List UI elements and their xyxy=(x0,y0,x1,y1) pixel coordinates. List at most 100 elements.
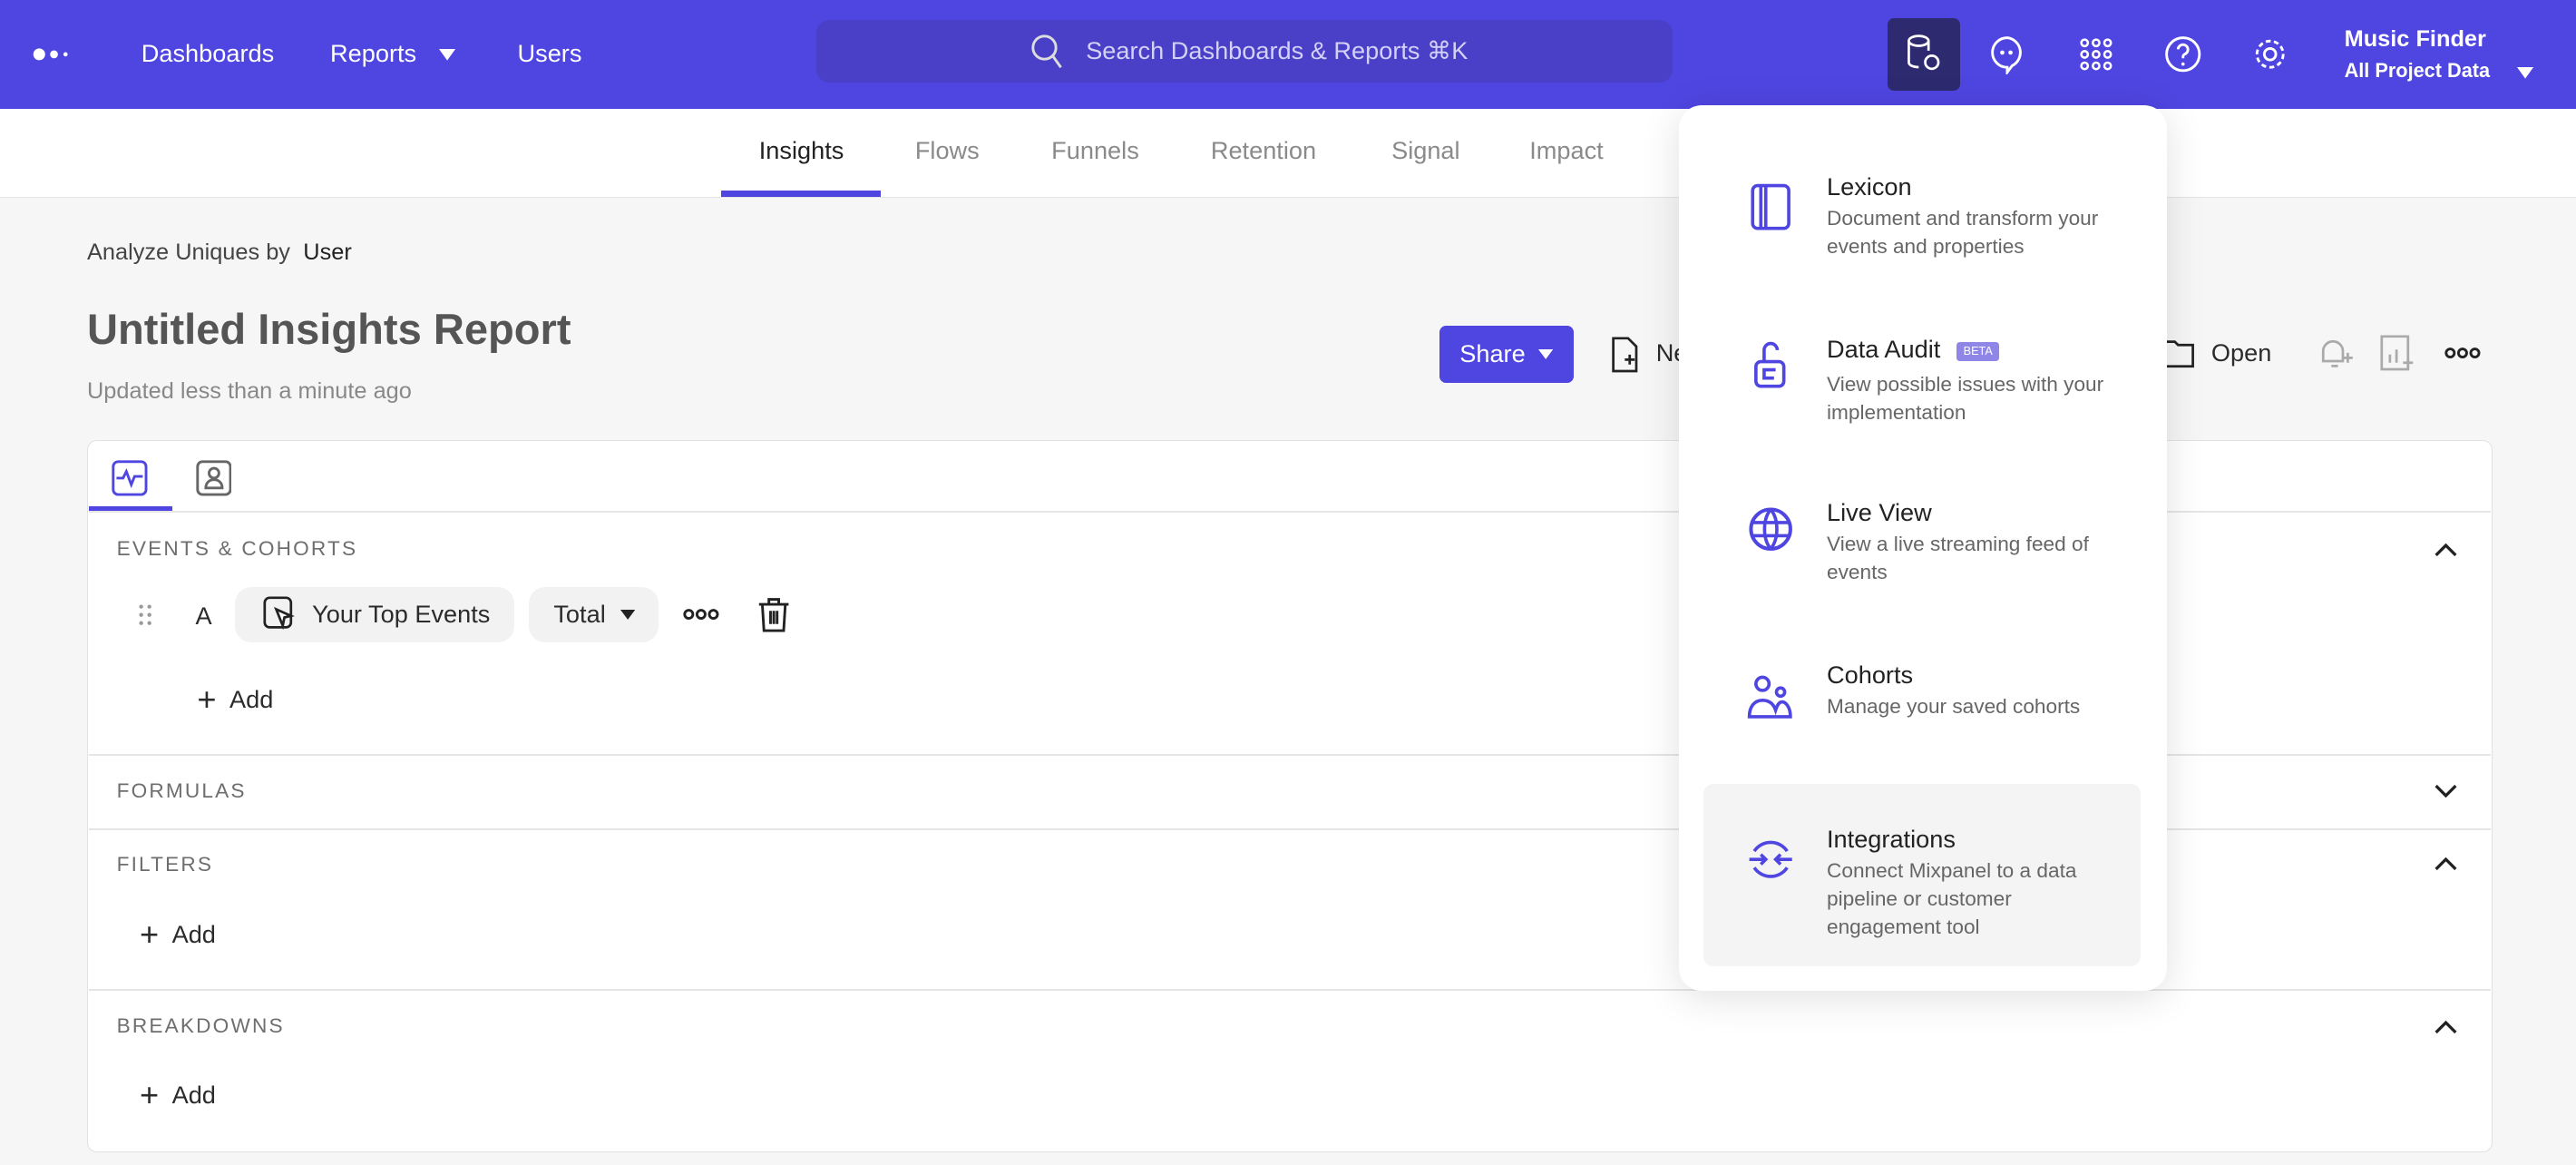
trash-icon[interactable] xyxy=(757,596,790,632)
divider xyxy=(88,989,2491,992)
add-breakdown-button[interactable]: + Add xyxy=(140,1076,216,1114)
menu-item-integrations[interactable]: Integrations Connect Mixpanel to a data … xyxy=(1703,783,2141,966)
add-label: Add xyxy=(171,1081,216,1110)
data-management-menu: Lexicon Document and transform your even… xyxy=(1679,104,2167,992)
alert-add-icon[interactable] xyxy=(2317,335,2353,371)
menu-item-live-view[interactable]: Live View View a live streaming feed of … xyxy=(1703,466,2141,622)
menu-item-title: Lexicon xyxy=(1827,172,1912,201)
nav-users[interactable]: Users xyxy=(517,39,582,68)
chevron-down-icon xyxy=(1538,348,1554,359)
menu-item-cohorts[interactable]: Cohorts Manage your saved cohorts xyxy=(1703,631,2141,778)
chevron-down-icon xyxy=(2516,67,2533,79)
settings-button[interactable] xyxy=(2234,18,2307,91)
analyze-value[interactable]: User xyxy=(303,240,352,266)
menu-item-description: View a live streaming feed of events xyxy=(1827,532,2089,583)
tab-flows[interactable]: Flows xyxy=(914,136,980,165)
add-event-button[interactable]: + Add xyxy=(197,680,273,719)
menu-item-title: Cohorts xyxy=(1827,661,1914,690)
tab-insights[interactable]: Insights xyxy=(758,136,844,165)
tab-retention[interactable]: Retention xyxy=(1210,136,1317,165)
section-filters: FILTERS xyxy=(116,853,214,876)
chevron-down-icon[interactable] xyxy=(2433,778,2459,804)
integrations-icon xyxy=(1749,840,1792,878)
divider xyxy=(88,511,2491,514)
divider xyxy=(88,754,2491,757)
more-options-icon[interactable] xyxy=(683,606,719,622)
open-button[interactable]: Open xyxy=(2210,338,2272,367)
active-panel-tab-indicator xyxy=(88,505,173,512)
report-title[interactable]: Untitled Insights Report xyxy=(86,305,571,354)
search-icon xyxy=(1031,34,1063,69)
chat-button[interactable] xyxy=(1971,18,2044,91)
events-tab-icon[interactable] xyxy=(112,460,148,496)
cursor-click-icon xyxy=(263,596,295,631)
add-to-dashboard-icon[interactable] xyxy=(2380,335,2416,371)
plus-icon: + xyxy=(139,1076,160,1114)
project-selector[interactable]: Music Finder All Project Data xyxy=(2345,26,2491,83)
section-events-cohorts: EVENTS & COHORTS xyxy=(116,537,358,561)
share-button[interactable]: Share xyxy=(1439,325,1575,383)
help-icon xyxy=(2165,36,2201,73)
tab-impact[interactable]: Impact xyxy=(1529,136,1604,165)
section-breakdowns: BREAKDOWNS xyxy=(116,1013,285,1037)
chevron-down-icon xyxy=(438,49,455,61)
event-letter: A xyxy=(195,601,212,630)
plus-icon: + xyxy=(197,680,217,718)
event-selector[interactable]: Your Top Events xyxy=(235,586,514,643)
add-label: Add xyxy=(171,919,216,948)
nav-reports[interactable]: Reports xyxy=(330,39,417,68)
tab-signal[interactable]: Signal xyxy=(1391,136,1460,165)
project-scope: All Project Data xyxy=(2344,59,2491,83)
people-icon xyxy=(1748,675,1792,719)
gear-icon xyxy=(2256,39,2286,69)
chevron-up-icon[interactable] xyxy=(2433,537,2459,563)
help-button[interactable] xyxy=(2147,18,2220,91)
mixpanel-logo-icon[interactable] xyxy=(33,44,75,64)
data-management-button[interactable] xyxy=(1888,17,1960,91)
project-name: Music Finder xyxy=(2344,25,2486,52)
section-formulas: FORMULAS xyxy=(116,778,247,802)
analyze-by: Analyze Uniques by User xyxy=(87,240,352,266)
new-report-icon[interactable] xyxy=(1610,337,1640,373)
divider xyxy=(88,827,2491,830)
more-options-icon[interactable] xyxy=(2444,345,2481,361)
profiles-tab-icon[interactable] xyxy=(195,460,232,496)
active-tab-indicator xyxy=(721,191,881,198)
event-name: Your Top Events xyxy=(312,600,491,629)
apps-button[interactable] xyxy=(2060,18,2132,91)
tab-funnels[interactable]: Funnels xyxy=(1051,136,1139,165)
menu-item-lexicon[interactable]: Lexicon Document and transform your even… xyxy=(1703,138,2141,294)
folder-icon xyxy=(2163,340,2195,368)
updated-status: Updated less than a minute ago xyxy=(86,377,412,404)
chat-icon xyxy=(1991,36,2023,74)
globe-icon xyxy=(1749,507,1793,551)
add-label: Add xyxy=(229,684,274,713)
measure-selector[interactable]: Total xyxy=(529,586,659,643)
menu-item-data-audit[interactable]: Data Audit BETA View possible issues with… xyxy=(1703,302,2141,458)
menu-item-title: Integrations xyxy=(1827,825,1956,854)
share-label: Share xyxy=(1459,339,1526,368)
menu-item-title-row: Data Audit BETA xyxy=(1827,335,2000,364)
beta-badge: BETA xyxy=(1956,341,2000,361)
database-gear-icon xyxy=(1908,34,1940,71)
add-filter-button[interactable]: + Add xyxy=(140,915,216,954)
grid-icon xyxy=(2080,38,2113,71)
book-icon xyxy=(1751,183,1791,230)
drag-handle-icon[interactable] xyxy=(138,603,154,626)
menu-item-title: Live View xyxy=(1827,497,1932,526)
nav-dashboards[interactable]: Dashboards xyxy=(141,39,275,68)
chevron-up-icon[interactable] xyxy=(2433,851,2459,877)
menu-item-title: Data Audit xyxy=(1827,335,1941,364)
plus-icon: + xyxy=(139,915,160,953)
menu-item-description: View possible issues with your implement… xyxy=(1827,373,2104,425)
chevron-up-icon[interactable] xyxy=(2433,1014,2459,1041)
menu-item-description: Connect Mixpanel to a data pipeline or c… xyxy=(1827,859,2077,939)
analyze-label: Analyze Uniques by xyxy=(86,240,290,266)
lock-icon xyxy=(1754,341,1786,388)
chevron-down-icon xyxy=(620,609,636,620)
menu-item-description: Document and transform your events and p… xyxy=(1827,207,2099,259)
search-input[interactable]: Search Dashboards & Reports ⌘K xyxy=(816,19,1673,83)
search-placeholder: Search Dashboards & Reports ⌘K xyxy=(1086,35,1469,64)
menu-item-description: Manage your saved cohorts xyxy=(1827,695,2081,719)
